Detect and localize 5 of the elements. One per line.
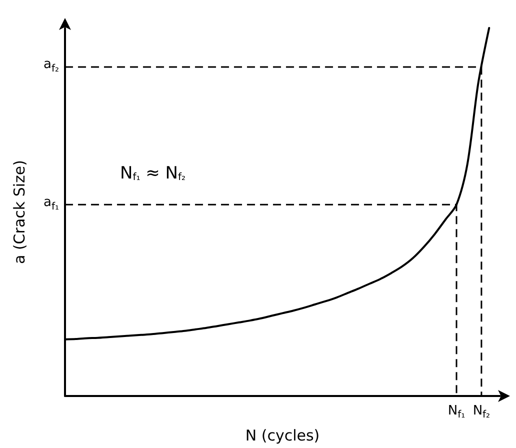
annotation: Nf₁ ≈ Nf₂: [120, 164, 186, 184]
y-axis-title: a (Crack Size): [10, 160, 28, 264]
x-axis-title: N (cycles): [245, 426, 320, 444]
ref-line-label: a$_{f₁}$: [44, 194, 59, 214]
ref-line-label: a$_{f₂}$: [44, 57, 59, 77]
